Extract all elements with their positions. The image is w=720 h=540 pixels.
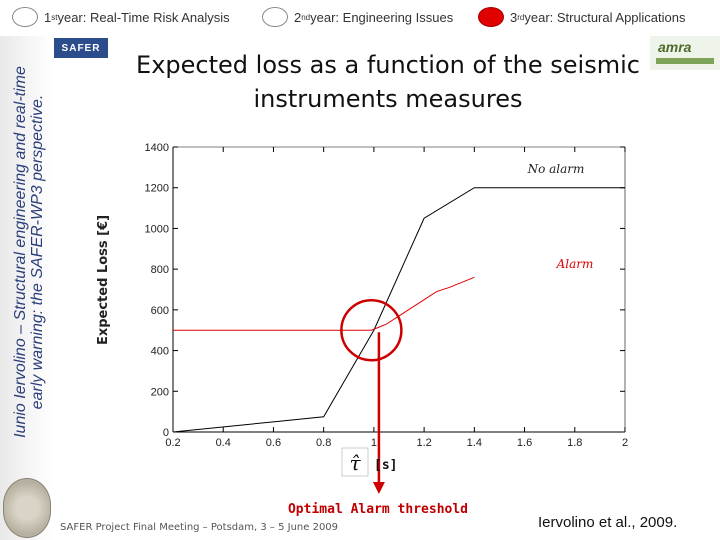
year-3-circle-icon (478, 7, 504, 27)
x-tick-label: 1 (371, 437, 377, 449)
title-line-2: instruments measures (253, 85, 523, 113)
year-3-sup: rd (517, 12, 525, 22)
tau-hat-box (341, 447, 369, 477)
optimal-threshold-label: Optimal Alarm threshold (288, 502, 468, 517)
title-line-1: Expected loss as a function of the seism… (136, 51, 640, 79)
x-tick-label: 1.4 (467, 437, 482, 449)
y-tick-label: 400 (151, 346, 169, 358)
y-axis-label: Expected Loss [€] (96, 215, 111, 345)
x-axis-label: [s] (374, 458, 397, 473)
x-tick-label: 0.4 (216, 437, 231, 449)
x-tick-label: 0.8 (316, 437, 331, 449)
tau-hat-symbol: τ̂ (349, 451, 361, 475)
y-tick-label: 800 (151, 264, 169, 276)
year-1-sup: st (51, 12, 58, 22)
footer-text: SAFER Project Final Meeting – Potsdam, 3… (60, 522, 339, 533)
amra-logo-text: amra (658, 39, 692, 55)
safer-logo: SAFER (54, 38, 108, 58)
x-tick-label: 1.6 (517, 437, 532, 449)
y-tick-label: 600 (151, 305, 169, 317)
y-tick-label: 200 (151, 386, 169, 398)
x-tick-label: 0.2 (165, 437, 180, 449)
university-seal-logo (3, 478, 51, 538)
x-tick-label: 1.8 (567, 437, 582, 449)
alarm-series-line (173, 276, 475, 331)
no-alarm-label: No alarm (527, 162, 585, 176)
optimal-point-circle (340, 298, 403, 362)
year-3-label: year: Structural Applications (524, 9, 686, 25)
amra-logo: amra (650, 36, 720, 70)
year-3-num: 3 (510, 9, 518, 25)
x-tick-label: 2 (622, 437, 628, 449)
y-tick-label: 1200 (145, 183, 169, 195)
year-2-num: 2 (294, 9, 302, 25)
no-alarm-series-line (172, 187, 625, 433)
x-tick-label: 1.2 (416, 437, 431, 449)
year-1-circle-icon (12, 7, 38, 27)
y-tick-label: 1400 (145, 142, 169, 154)
amra-logo-bar (656, 58, 714, 64)
year-2-circle-icon (262, 7, 288, 27)
y-tick-label: 0 (163, 427, 169, 439)
left-sidebar (0, 36, 52, 540)
citation: Iervolino et al., 2009. (538, 514, 678, 531)
slide-title: Expected loss as a function of the seism… (108, 48, 668, 116)
year-1-label: year: Real-Time Risk Analysis (57, 9, 230, 25)
year-1-num: 1 (44, 9, 52, 25)
y-tick-label: 1000 (145, 223, 169, 235)
year-2-sup: nd (301, 12, 311, 22)
threshold-arrow-head (372, 482, 385, 494)
year-2-label: year: Engineering Issues (310, 9, 454, 25)
x-tick-label: 0.6 (266, 437, 281, 449)
alarm-label: Alarm (556, 257, 594, 271)
